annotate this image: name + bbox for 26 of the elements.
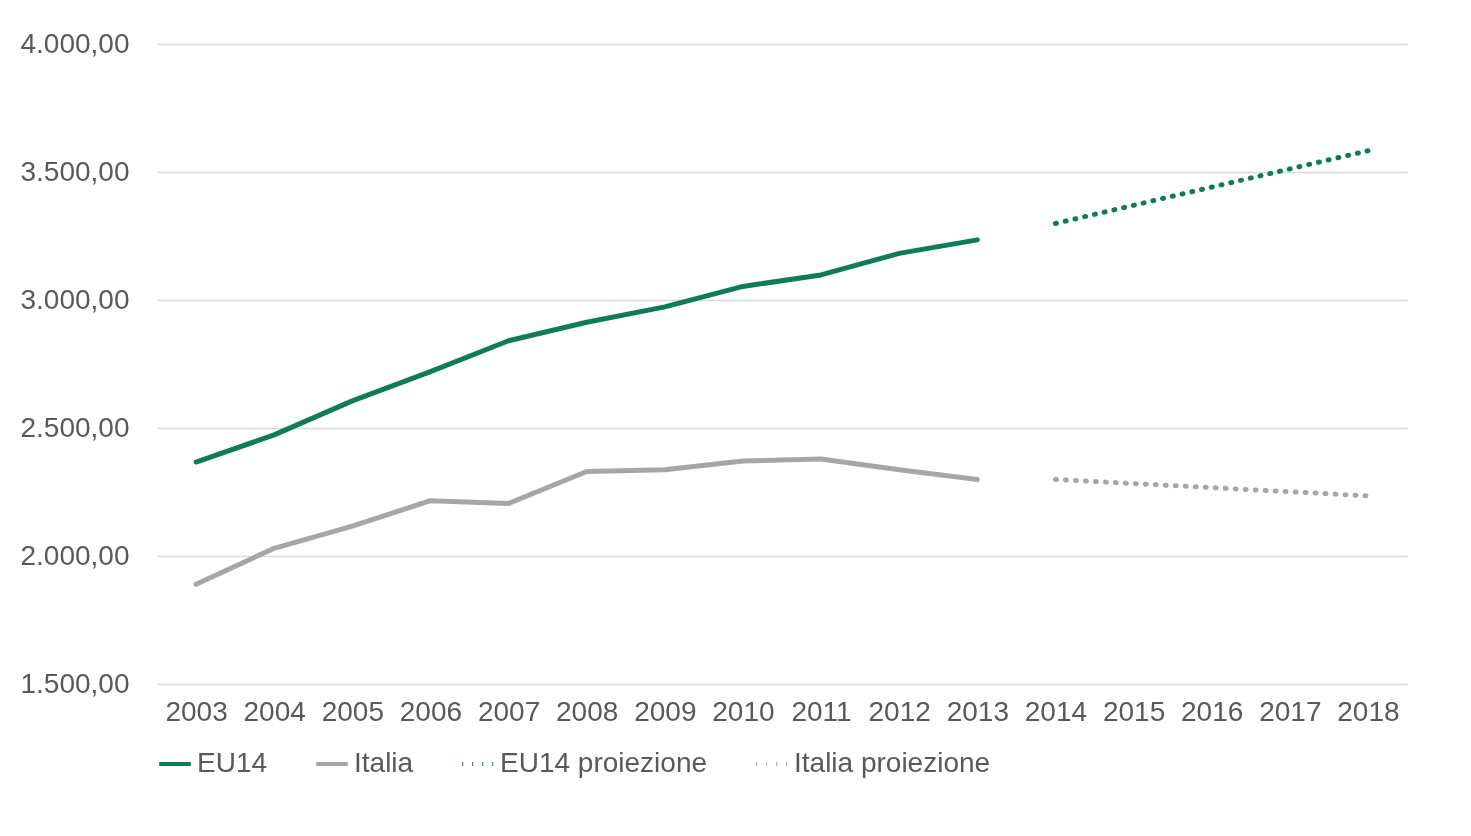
x-tick-label: 2010 [712,695,775,727]
x-tick-label: 2003 [165,695,228,727]
x-tick-label: 2004 [243,695,306,727]
legend-label: Italia proiezione [794,747,991,778]
x-tick-label: 2015 [1102,695,1166,727]
x-tick-label: 2011 [791,695,852,727]
x-tick-label: 2013 [946,695,1009,727]
x-tick-label: 2007 [477,695,541,727]
x-tick-label: 2006 [399,695,463,727]
x-tick-label: 2012 [868,695,931,727]
x-tick-label: 2005 [321,695,384,727]
x-tick-label: 2008 [556,695,619,727]
x-tick-label: 2018 [1337,695,1400,727]
y-tick-label: 2.000,00 [20,539,130,571]
y-tick-label: 1.500,00 [20,667,130,699]
legend-label: EU14 proiezione [500,747,708,778]
y-tick-label: 2.500,00 [20,411,130,443]
legend-label: Italia [354,747,414,778]
y-tick-label: 3.000,00 [20,283,130,315]
x-tick-label: 2014 [1024,695,1088,727]
x-tick-label: 2016 [1181,695,1244,727]
x-tick-label: 2017 [1259,695,1322,727]
y-tick-label: 3.500,00 [20,155,130,187]
x-tick-label: 2009 [634,695,697,727]
y-tick-label: 4.000,00 [20,27,130,59]
legend-label: EU14 [197,747,268,778]
